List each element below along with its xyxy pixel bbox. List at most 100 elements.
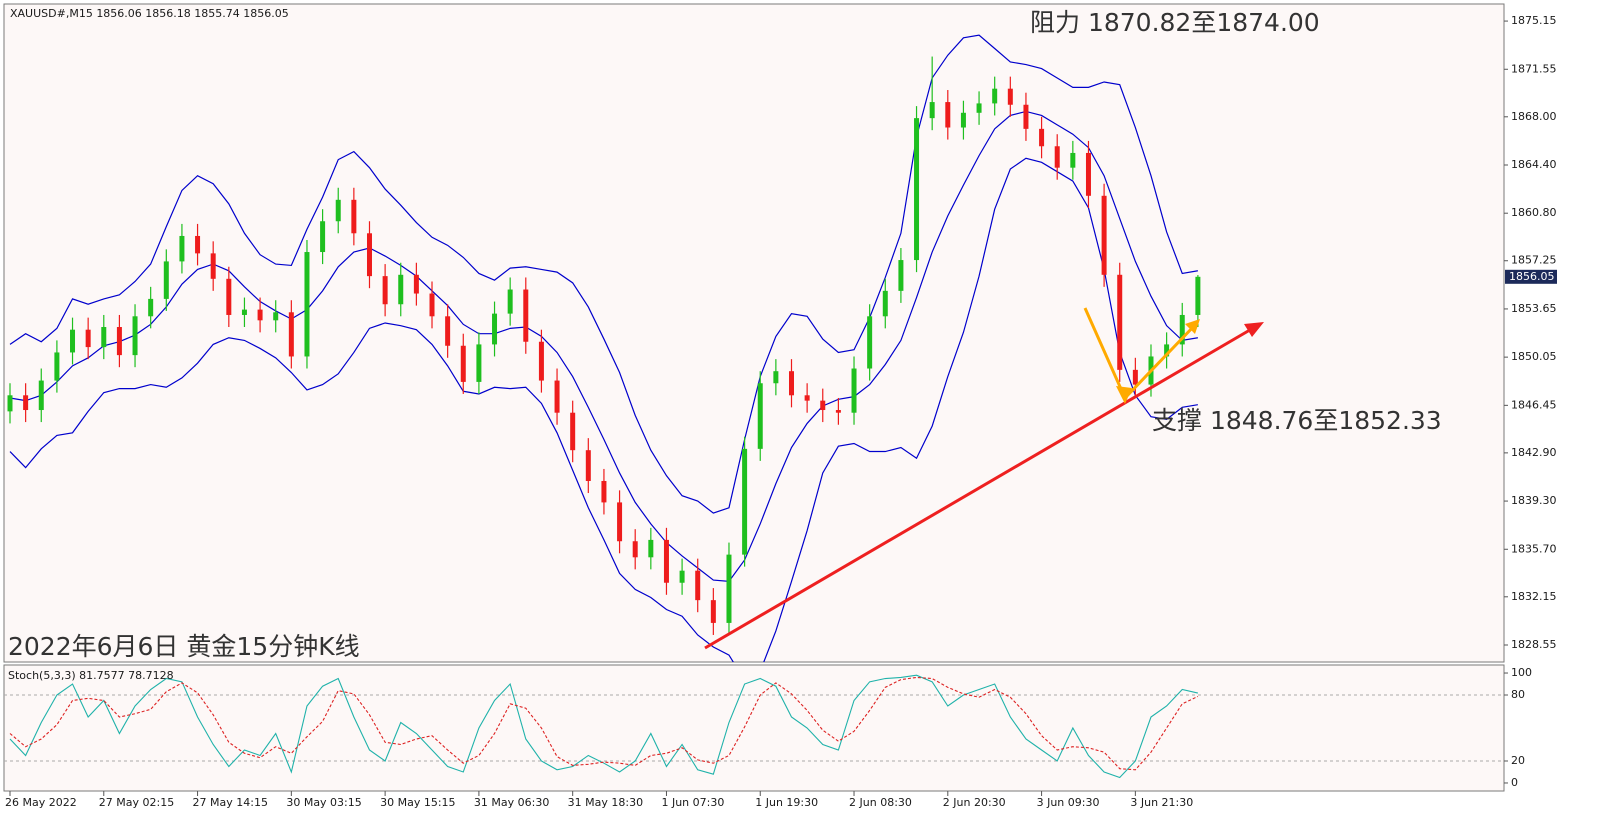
- support-note: 支撑 1848.76至1852.33: [1152, 406, 1442, 435]
- x-tick-label: 3 Jun 09:30: [1037, 796, 1100, 809]
- candle-body: [945, 102, 951, 128]
- candle-body: [1101, 195, 1107, 275]
- y-tick-label: 1846.45: [1511, 398, 1557, 411]
- candle-body: [1132, 369, 1138, 385]
- resistance-note: 阻力 1870.82至1874.00: [1030, 8, 1320, 37]
- candle-body: [476, 344, 482, 382]
- chart-caption: 2022年6月6日 黄金15分钟K线: [8, 632, 360, 661]
- y-tick-label: 1842.90: [1511, 446, 1557, 459]
- bollinger-upper: [9, 34, 1198, 514]
- candle-body: [210, 253, 216, 279]
- candle-body: [523, 289, 529, 342]
- last-price-box: [1505, 269, 1557, 284]
- candle-body: [85, 329, 91, 348]
- candle-body: [648, 539, 654, 558]
- candle-body: [226, 278, 232, 315]
- candle-body: [538, 341, 544, 381]
- stoch-plot: [4, 674, 1504, 779]
- candle-body: [288, 312, 294, 357]
- stoch-panel: [3, 664, 1505, 792]
- stoch-signal: [9, 676, 1199, 771]
- candle-body: [835, 410, 841, 413]
- candle-body: [335, 199, 341, 222]
- candle-body: [101, 327, 107, 348]
- candle-body: [241, 309, 247, 315]
- trend-annotations: [704, 307, 1264, 650]
- candle-body: [710, 600, 716, 623]
- x-tick-label: 1 Jun 07:30: [661, 796, 724, 809]
- y-tick-label: 1868.00: [1511, 110, 1557, 123]
- y-tick-label: 1853.65: [1511, 302, 1557, 315]
- stoch-header: Stoch(5,3,3) 81.7577 78.7128: [8, 669, 174, 682]
- candle-body: [773, 371, 779, 384]
- x-tick-label: 30 May 03:15: [286, 796, 361, 809]
- x-tick-label: 31 May 18:30: [568, 796, 643, 809]
- candle-body: [429, 293, 435, 317]
- candle-body: [1179, 314, 1185, 345]
- candle-body: [148, 298, 154, 317]
- candle-body: [1085, 152, 1091, 196]
- candle-body: [867, 316, 873, 369]
- x-tick-label: 2 Jun 20:30: [943, 796, 1006, 809]
- candle-body: [570, 412, 576, 451]
- candle-body: [179, 235, 185, 262]
- x-tick-label: 1 Jun 19:30: [755, 796, 818, 809]
- candle-body: [617, 502, 623, 542]
- candle-body: [851, 368, 857, 413]
- candle-body: [1117, 274, 1123, 370]
- y-tick-label: 1875.15: [1511, 14, 1557, 27]
- candle-body: [132, 316, 138, 356]
- candle-body: [398, 274, 404, 305]
- candle-body: [601, 480, 607, 503]
- arrow-head: [1185, 319, 1200, 334]
- candle-body: [413, 274, 419, 294]
- y-tick-label: 1850.05: [1511, 350, 1557, 363]
- candle-body: [320, 221, 326, 253]
- y-tick-label: 1839.30: [1511, 494, 1557, 507]
- candle-body: [116, 327, 122, 356]
- main-plot: [7, 34, 1201, 662]
- candle-body: [1054, 146, 1060, 168]
- bollinger-middle: [9, 110, 1198, 583]
- candle-body: [54, 352, 60, 381]
- y-tick-label: 1860.80: [1511, 206, 1557, 219]
- y-tick-label: 1864.40: [1511, 158, 1557, 171]
- candle-body: [757, 383, 763, 449]
- candle-body: [663, 539, 669, 583]
- candle-body: [304, 252, 310, 357]
- candle-body: [70, 329, 76, 353]
- symbol-header: XAUUSD#,M15 1856.06 1856.18 1855.74 1856…: [10, 7, 289, 20]
- candle-body: [1070, 152, 1076, 168]
- main-panel: [3, 3, 1505, 663]
- candle-body: [929, 102, 935, 119]
- candle-body: [1023, 104, 1029, 129]
- axes: 1875.15 1871.55 1868.00 1864.40 1860.80 1857.…: [5, 14, 1557, 809]
- candle-body: [195, 235, 201, 254]
- candle-body: [351, 199, 357, 234]
- y-tick-label: 1835.70: [1511, 542, 1557, 555]
- y-tick-label: 1828.55: [1511, 638, 1557, 651]
- y-tick-label: 100: [1511, 666, 1532, 679]
- candle-body: [804, 395, 810, 401]
- candle-body: [445, 316, 451, 346]
- candle-body: [366, 233, 372, 277]
- candle-body: [507, 289, 513, 314]
- arrow-head: [1244, 322, 1264, 337]
- candle-body: [1164, 344, 1170, 357]
- candle-body: [632, 541, 638, 558]
- x-tick-label: 2 Jun 08:30: [849, 796, 912, 809]
- x-tick-label: 30 May 15:15: [380, 796, 455, 809]
- arrow-head: [1116, 386, 1132, 404]
- x-tick-label: 3 Jun 21:30: [1130, 796, 1193, 809]
- candle-body: [7, 395, 13, 412]
- candle-body: [882, 290, 888, 317]
- candle-body: [679, 570, 685, 583]
- candle-body: [163, 261, 169, 299]
- candle-body: [1195, 276, 1201, 315]
- candle-body: [742, 448, 748, 555]
- candle-body: [820, 400, 826, 411]
- candle-body: [273, 312, 279, 321]
- candle-body: [1039, 128, 1045, 147]
- candle-body: [960, 112, 966, 128]
